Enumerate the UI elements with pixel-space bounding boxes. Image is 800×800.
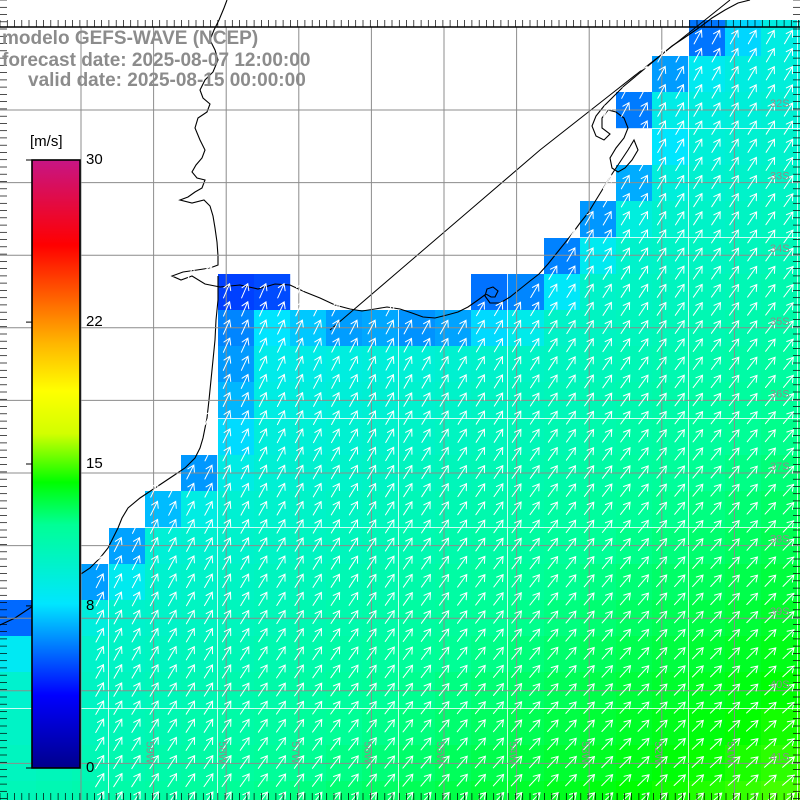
svg-text:57W: 57W (289, 741, 301, 764)
svg-text:30: 30 (86, 151, 103, 168)
svg-text:58W: 58W (216, 741, 228, 764)
svg-text:41S: 41S (770, 751, 790, 763)
svg-text:38S: 38S (770, 534, 790, 546)
svg-text:34S: 34S (770, 243, 790, 255)
svg-text:32S: 32S (770, 98, 790, 110)
svg-text:39S: 39S (770, 606, 790, 618)
svg-text:36S: 36S (770, 388, 790, 400)
svg-text:52W: 52W (652, 741, 664, 764)
svg-text:54W: 54W (507, 741, 519, 764)
svg-text:56W: 56W (361, 741, 373, 764)
svg-text:55W: 55W (434, 741, 446, 764)
svg-text:33S: 33S (770, 171, 790, 183)
svg-text:22: 22 (86, 313, 103, 330)
svg-text:37S: 37S (770, 461, 790, 473)
svg-text:0: 0 (86, 759, 94, 776)
svg-text:[m/s]: [m/s] (30, 133, 63, 150)
svg-text:53W: 53W (579, 741, 591, 764)
svg-text:15: 15 (86, 455, 103, 472)
svg-text:8: 8 (86, 597, 94, 614)
svg-text:40S: 40S (770, 679, 790, 691)
svg-text:35S: 35S (770, 316, 790, 328)
svg-text:59W: 59W (144, 741, 156, 764)
svg-text:51W: 51W (724, 741, 736, 764)
